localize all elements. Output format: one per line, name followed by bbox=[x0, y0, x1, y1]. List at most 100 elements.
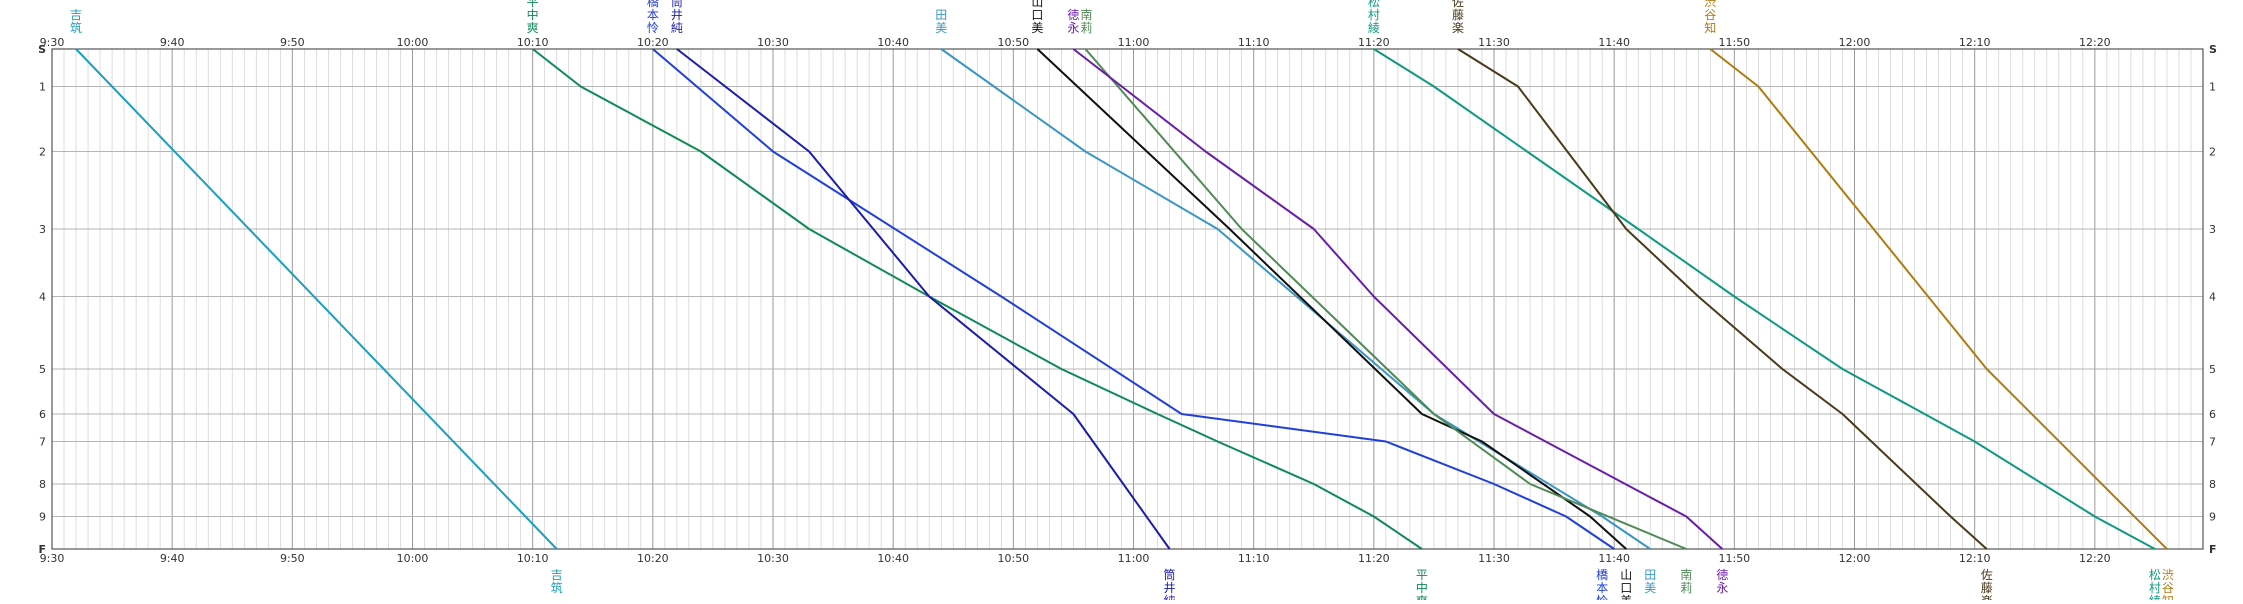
station-label-right: 2 bbox=[2209, 146, 2216, 159]
runner-label-char: 谷 bbox=[1704, 8, 1716, 22]
runner-label: 橋本怜橋本怜 bbox=[1596, 568, 1608, 604]
series-line bbox=[1373, 48, 2156, 550]
bottom-runner-labels: 吉筑吉筑筒井純筒井純平中爽平中爽橋本怜橋本怜山口美山口美田美田美南莉南莉徳永徳永… bbox=[551, 567, 2174, 604]
runner-label: 徳永徳永 bbox=[1716, 567, 1728, 595]
runner-label: 松村綾松村綾 bbox=[2149, 568, 2161, 604]
runner-label-char: 吉 bbox=[70, 8, 82, 22]
station-label-left: F bbox=[38, 543, 46, 556]
runner-label-char: 井 bbox=[1164, 581, 1176, 595]
time-tick-label-top: 10:00 bbox=[397, 36, 429, 49]
time-tick-label-bottom: 9:30 bbox=[40, 552, 65, 565]
time-tick-label-top: 11:10 bbox=[1238, 36, 1270, 49]
runner-label: 吉筑吉筑 bbox=[70, 8, 82, 35]
runner-label-char: 知 bbox=[2162, 594, 2174, 600]
runner-label: 山口美山口美 bbox=[1620, 568, 1632, 604]
time-tick-label-top: 9:50 bbox=[280, 36, 305, 49]
time-tick-label-top: 11:20 bbox=[1358, 36, 1390, 49]
runner-label-char: 中 bbox=[527, 7, 539, 22]
runner-label-char: 徳 bbox=[1716, 567, 1728, 582]
runner-label-char: 楽 bbox=[1452, 21, 1464, 35]
runner-label-char: 佐 bbox=[1981, 568, 1993, 582]
runner-label-char: 吉 bbox=[551, 568, 563, 582]
runner-label-char: 松 bbox=[1368, 0, 1380, 9]
time-tick-label-bottom: 10:30 bbox=[757, 552, 789, 565]
runner-label-char: 橋 bbox=[1596, 568, 1608, 582]
station-label-left: 1 bbox=[39, 81, 46, 94]
runner-label-char: 谷 bbox=[2162, 581, 2174, 595]
runner-label-char: 美 bbox=[1620, 594, 1632, 600]
series-line bbox=[1084, 48, 1687, 550]
time-tick-label-bottom: 10:40 bbox=[877, 552, 909, 565]
time-tick-label-bottom: 10:50 bbox=[997, 552, 1029, 565]
runner-label-char: 村 bbox=[1368, 8, 1380, 22]
runner-label-char: 山 bbox=[1031, 0, 1043, 9]
runner-label-char: 綾 bbox=[2149, 593, 2161, 600]
runner-label-char: 爽 bbox=[1416, 594, 1428, 600]
time-tick-label-bottom: 11:30 bbox=[1478, 552, 1510, 565]
runner-label-char: 筑 bbox=[551, 580, 563, 595]
series-line bbox=[1709, 48, 2168, 550]
station-label-right: 7 bbox=[2209, 436, 2216, 449]
time-tick-label-top: 11:00 bbox=[1118, 36, 1150, 49]
time-tick-label-bottom: 10:20 bbox=[637, 552, 669, 565]
time-tick-label-top: 12:00 bbox=[1839, 36, 1871, 49]
runner-label-char: 本 bbox=[647, 8, 659, 22]
time-tick-label-bottom: 9:40 bbox=[160, 552, 185, 565]
series-line bbox=[75, 48, 558, 550]
time-tick-label-bottom: 10:00 bbox=[397, 552, 429, 565]
plot-area bbox=[52, 49, 2203, 549]
runner-label-char: 渋 bbox=[1704, 0, 1716, 9]
station-label-left: 4 bbox=[39, 291, 46, 304]
station-label-right: 1 bbox=[2209, 81, 2216, 94]
runner-label-char: 徳 bbox=[1067, 7, 1079, 22]
runner-label-char: 怜 bbox=[647, 21, 659, 35]
station-label-right: 6 bbox=[2209, 408, 2216, 421]
runner-label: 徳永徳永 bbox=[1067, 7, 1079, 35]
time-tick-label-bottom: 11:00 bbox=[1118, 552, 1150, 565]
time-tick-label-top: 9:30 bbox=[40, 36, 65, 49]
station-label-right: 8 bbox=[2209, 478, 2216, 491]
station-label-left: 3 bbox=[39, 223, 46, 236]
runner-label-char: 爽 bbox=[527, 21, 539, 35]
runner-label-char: 口 bbox=[1031, 8, 1043, 22]
runner-label-char: 村 bbox=[2149, 581, 2161, 595]
time-tick-label-top: 11:50 bbox=[1718, 36, 1750, 49]
station-label-right: S bbox=[2209, 43, 2217, 56]
runner-label: 筒井純筒井純 bbox=[1164, 567, 1176, 604]
series-line bbox=[1457, 48, 1988, 550]
runner-label-char: 藤 bbox=[1981, 581, 1993, 595]
runner-label-char: 渋 bbox=[2162, 568, 2174, 582]
runner-label-char: 中 bbox=[1416, 580, 1428, 595]
time-tick-label-top: 11:30 bbox=[1478, 36, 1510, 49]
time-tick-label-bottom: 10:10 bbox=[517, 552, 549, 565]
series-line bbox=[676, 48, 1171, 550]
time-tick-label-top: 12:10 bbox=[1959, 36, 1991, 49]
runner-label-char: 松 bbox=[2149, 568, 2161, 582]
station-label-left: 7 bbox=[39, 436, 46, 449]
runner-label-char: 田 bbox=[935, 8, 947, 22]
station-label-right: 3 bbox=[2209, 223, 2216, 236]
station-label-right: 5 bbox=[2209, 363, 2216, 376]
top-runner-labels: 吉筑吉筑平中爽平中爽橋本怜橋本怜筒井純筒井純田美田美山口美山口美徳永徳永南莉南莉… bbox=[70, 0, 1716, 35]
runner-label-char: 美 bbox=[1031, 21, 1043, 35]
station-label-right: 4 bbox=[2209, 291, 2216, 304]
runner-label: 田美田美 bbox=[1644, 568, 1656, 595]
runner-label-char: 筒 bbox=[671, 0, 683, 9]
time-tick-label-top: 10:20 bbox=[637, 36, 669, 49]
time-tick-label-top: 10:10 bbox=[517, 36, 549, 49]
runner-label-char: 佐 bbox=[1452, 0, 1464, 9]
runner-label: 田美田美 bbox=[935, 8, 947, 35]
runner-label-char: 橋 bbox=[647, 0, 659, 9]
runner-label-char: 純 bbox=[671, 21, 683, 35]
runner-label-char: 本 bbox=[1596, 581, 1608, 595]
time-tick-label-bottom: 12:20 bbox=[2079, 552, 2111, 565]
time-ticks: 9:30 9:30 9:40 9:40 9:50 9:50 10:00 10:00 10:10 1… bbox=[40, 36, 2111, 565]
runner-label: 渋谷知渋谷知 bbox=[1704, 0, 1716, 35]
time-tick-label-top: 10:40 bbox=[877, 36, 909, 49]
station-label-right: 9 bbox=[2209, 511, 2216, 524]
runner-label: 松村綾松村綾 bbox=[1368, 0, 1380, 35]
time-tick-label-bottom: 11:50 bbox=[1718, 552, 1750, 565]
series-line bbox=[532, 48, 1423, 550]
